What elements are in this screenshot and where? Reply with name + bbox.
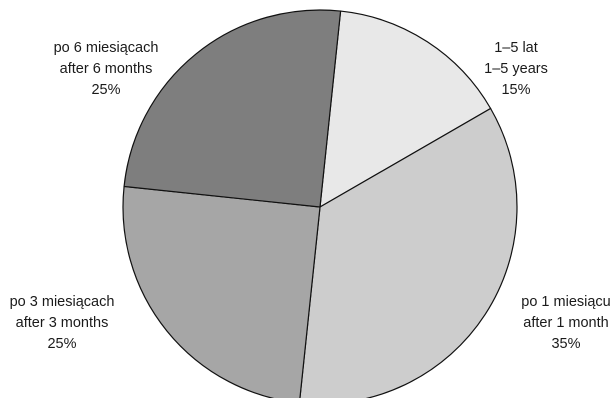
slice-label-en-after-3-months: after 3 months (16, 315, 109, 331)
slice-label-pl-1-5-years: 1–5 lat (494, 40, 538, 56)
pie-slice-after-1-month (299, 107, 518, 398)
slice-label-pl-after-6-months: po 6 miesiącach (54, 40, 159, 56)
slice-value-after-1-month: 35% (551, 336, 580, 352)
slice-label-en-1-5-years: 1–5 years (484, 61, 548, 77)
pie-slices (122, 9, 518, 398)
slice-value-1-5-years: 15% (501, 82, 530, 98)
pie-slice-1-5-years (319, 10, 492, 209)
pie-slice-after-3-months (122, 185, 321, 398)
slice-label-pl-after-3-months: po 3 miesiącach (10, 294, 115, 310)
slice-label-pl-after-1-month: po 1 miesiącu (521, 294, 610, 310)
pie-slice-after-6-months (123, 9, 342, 208)
slice-label-en-after-1-month: after 1 month (523, 315, 608, 331)
slice-label-en-after-6-months: after 6 months (60, 61, 153, 77)
slice-value-after-3-months: 25% (47, 336, 76, 352)
slice-value-after-6-months: 25% (91, 82, 120, 98)
